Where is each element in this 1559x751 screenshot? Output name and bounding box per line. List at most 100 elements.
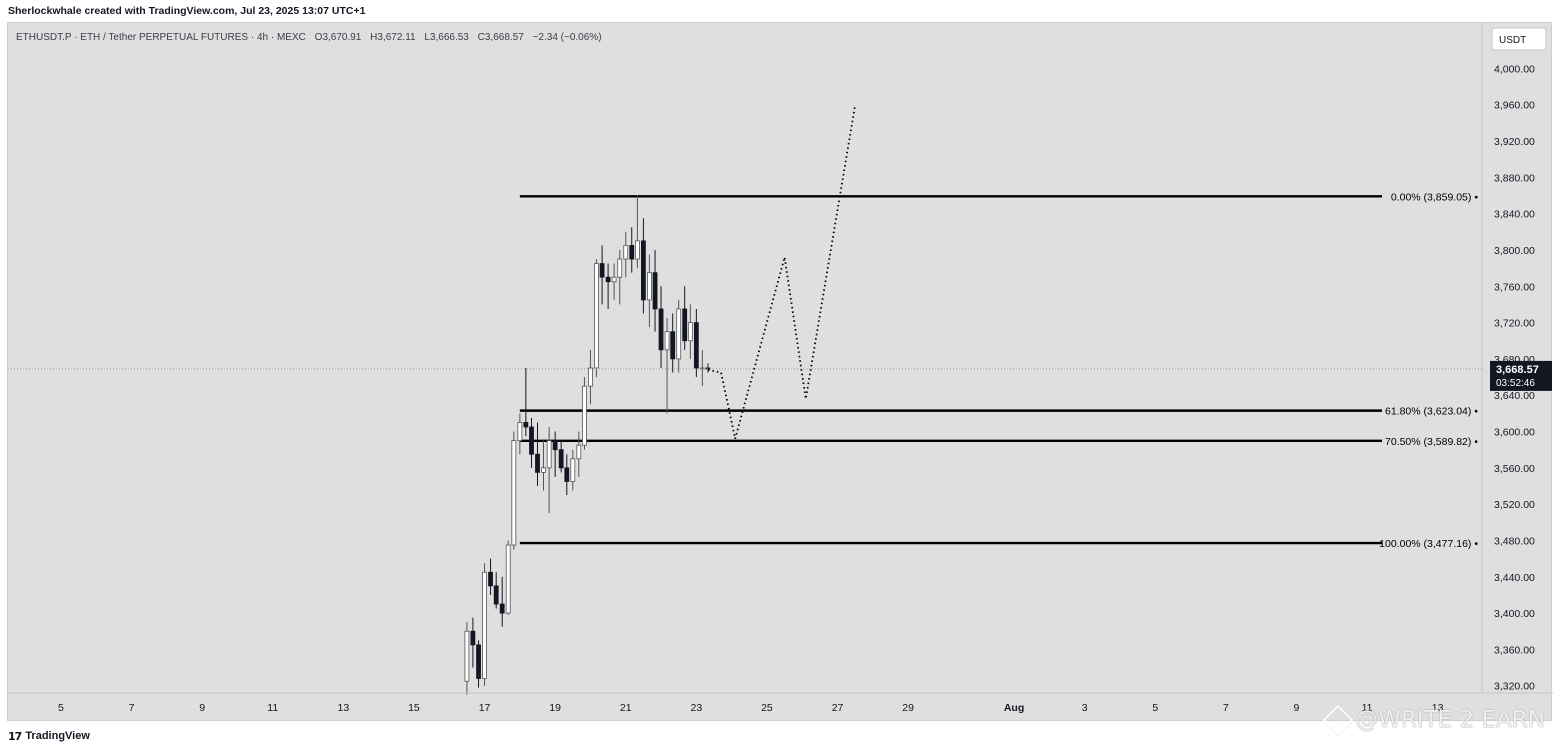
price-tick-label: 3,880.00 [1494, 172, 1535, 184]
price-tick-label: 3,840.00 [1494, 209, 1535, 221]
price-axis: 3,320.00 3,360.00 3,400.00 3,440.00 3,480.00… [8, 23, 1535, 693]
price-tick-label: 3,560.00 [1494, 463, 1535, 475]
time-tick-label: 13 [1432, 702, 1444, 714]
time-tick-label: 11 [267, 702, 278, 714]
candle-body [552, 440, 558, 451]
price-tick-label: 3,800.00 [1494, 245, 1535, 257]
candle-body [517, 422, 523, 442]
candle-body [676, 308, 682, 360]
price-tick-label: 3,320.00 [1494, 681, 1535, 693]
legend-l-label: L [424, 32, 430, 43]
price-tick-label: 3,600.00 [1494, 427, 1535, 439]
time-tick-label: 15 [408, 702, 420, 714]
candle-body [647, 272, 652, 301]
price-tick-label: 3,400.00 [1494, 608, 1535, 620]
watermark-text: @WRITE 2 EARN [1355, 707, 1545, 733]
time-tick-label: Aug [1004, 702, 1024, 714]
legend-o-label: O [315, 32, 323, 43]
time-tick-label: 9 [199, 702, 205, 714]
candle-body [588, 367, 593, 387]
time-tick-label: 23 [691, 702, 703, 714]
legend-l-value: 3,666.53 [430, 32, 469, 43]
candle-body [623, 245, 629, 260]
svg-text:ETHUSDT.P · ETH / Tether PERPE: ETHUSDT.P · ETH / Tether PERPETUAL FUTUR… [16, 32, 602, 43]
time-tick-label: 5 [1152, 702, 1158, 714]
price-tick-label: 3,960.00 [1494, 100, 1535, 112]
last-price-tag: 3,668.57 03:52:46 [1490, 360, 1552, 391]
candle-body [670, 331, 676, 360]
candle-body [499, 603, 505, 614]
legend-symbol[interactable]: ETHUSDT.P · ETH / Tether PERPETUAL FUTUR… [16, 32, 306, 43]
diamond-logo-icon [1322, 704, 1354, 736]
time-tick-label: 27 [832, 702, 844, 714]
price-chart[interactable]: 0.00% (3,859.05) • 61.80% (3,623.04) • 70.… [8, 23, 1553, 722]
time-tick-label: 11 [1362, 702, 1373, 714]
chart-frame[interactable]: 0.00% (3,859.05) • 61.80% (3,623.04) • 70.… [7, 22, 1553, 722]
last-price-countdown: 03:52:46 [1496, 378, 1535, 389]
tradingview-logo-icon: 𝟭𝟳 [8, 730, 22, 743]
price-tick-label: 3,480.00 [1494, 535, 1535, 547]
price-tick-label: 3,640.00 [1494, 390, 1535, 402]
candle-body [482, 571, 487, 679]
legend-o-value: 3,670.91 [322, 32, 361, 43]
time-tick-label: 21 [620, 702, 632, 714]
projection-path [707, 104, 857, 440]
candle-body [664, 331, 670, 351]
footer-brand[interactable]: TradingView [25, 730, 90, 742]
time-tick-label: 3 [1082, 702, 1088, 714]
symbol-legend: ETHUSDT.P · ETH / Tether PERPETUAL FUTUR… [16, 32, 602, 43]
candle-body [658, 308, 664, 351]
candle-body [488, 571, 493, 587]
candle-body [617, 258, 623, 278]
price-tick-label: 3,360.00 [1494, 644, 1535, 656]
currency-label[interactable]: USDT [1499, 35, 1526, 46]
watermark: @WRITE 2 EARN [1322, 704, 1545, 736]
candle-body [464, 630, 470, 682]
time-tick-label: 17 [479, 702, 491, 714]
candle-body [682, 308, 688, 342]
candle-body [505, 544, 511, 614]
candles [464, 195, 711, 695]
candle-body [652, 272, 658, 310]
candle-body [570, 458, 576, 482]
attribution-bar: Sherlockwhale created with TradingView.c… [0, 0, 1559, 22]
candle-body [511, 440, 517, 546]
time-tick-label: 7 [129, 702, 135, 714]
legend-change: −2.34 (−0.06%) [533, 32, 602, 43]
candle-body [605, 276, 611, 283]
currency-button[interactable]: USDT [1491, 27, 1547, 51]
candle-body [529, 426, 534, 455]
legend-c-label: C [478, 32, 485, 43]
candle-body [687, 322, 693, 342]
time-tick-label: 9 [1294, 702, 1300, 714]
price-tick-label: 4,000.00 [1494, 63, 1535, 75]
candle-body [541, 467, 546, 473]
price-tick-label: 3,920.00 [1494, 136, 1535, 148]
candle-body [523, 422, 529, 428]
time-tick-label: 5 [58, 702, 64, 714]
candle-body [641, 240, 646, 301]
time-tick-label: 7 [1223, 702, 1229, 714]
legend-h-value: 3,672.11 [377, 32, 416, 43]
time-tick-label: 25 [761, 702, 773, 714]
projection-polyline [707, 104, 857, 440]
fib-level-label: 100.00% (3,477.16) • [1379, 538, 1478, 550]
candle-body [699, 367, 705, 370]
candle-body [493, 585, 499, 605]
candle-body [535, 453, 540, 473]
price-tick-label: 3,760.00 [1494, 281, 1535, 293]
candle-body [693, 322, 699, 369]
fib-level-label: 0.00% (3,859.05) • [1391, 191, 1478, 203]
candle-body [470, 630, 476, 646]
candle-body [599, 263, 605, 278]
price-tick-label: 3,720.00 [1494, 318, 1535, 330]
fib-level-label: 61.80% (3,623.04) • [1385, 406, 1478, 418]
fib-retracement: 0.00% (3,859.05) • 61.80% (3,623.04) • 70.… [519, 191, 1478, 550]
candle-body [594, 263, 599, 369]
candle-body [558, 449, 564, 469]
legend-h-label: H [370, 32, 377, 43]
candle-body [546, 440, 552, 469]
candle-body [611, 276, 617, 283]
price-tick-label: 3,440.00 [1494, 572, 1535, 584]
price-tick-label: 3,520.00 [1494, 499, 1535, 511]
